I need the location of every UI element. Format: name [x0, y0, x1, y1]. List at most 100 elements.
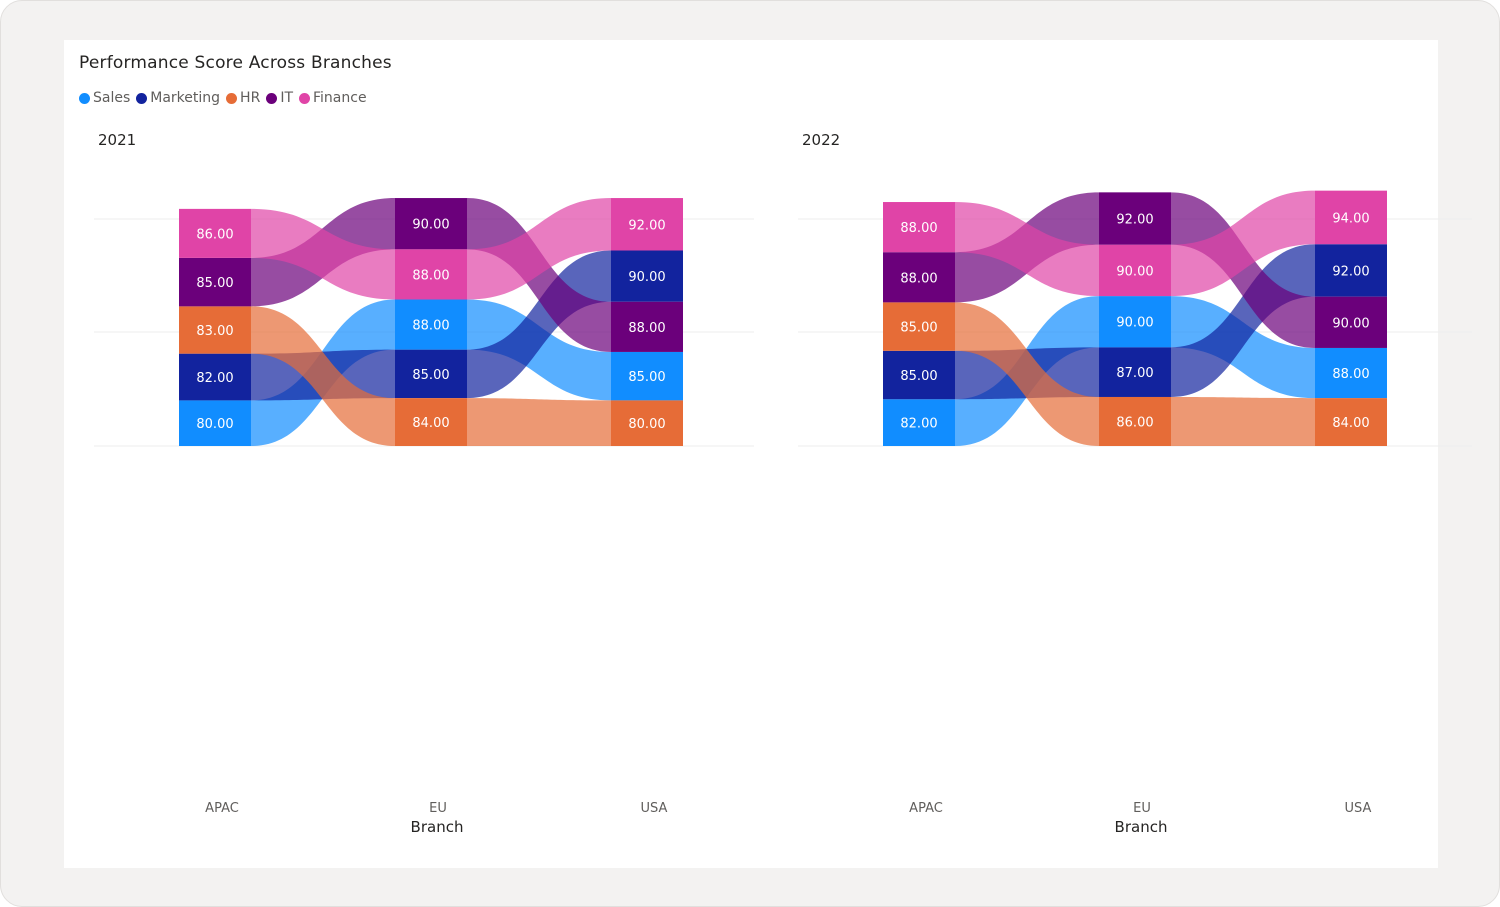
- bar-segment-sales[interactable]: [883, 399, 955, 446]
- legend-item-marketing[interactable]: Marketing: [136, 90, 220, 106]
- data-label: 83.00: [196, 324, 233, 339]
- ribbon-sales[interactable]: [1171, 296, 1315, 399]
- data-label: 94.00: [1332, 211, 1369, 226]
- x-axis-title: Branch: [1114, 818, 1168, 836]
- bar-segment-hr[interactable]: [179, 306, 251, 354]
- data-label: 87.00: [1116, 366, 1153, 381]
- bar-segment-it[interactable]: [1099, 192, 1171, 245]
- ribbon-hr[interactable]: [251, 306, 395, 446]
- x-tick-label: APAC: [205, 801, 239, 816]
- bar-segment-finance[interactable]: [1315, 190, 1387, 245]
- x-tick-label: USA: [1345, 801, 1372, 816]
- bar-segment-it[interactable]: [611, 301, 683, 352]
- data-label: 88.00: [900, 271, 937, 286]
- visual-card[interactable]: Performance Score Across Branches Sales M…: [64, 40, 1472, 868]
- ribbon-marketing[interactable]: [1171, 244, 1315, 397]
- ribbons: [251, 198, 611, 446]
- bar-segment-hr[interactable]: [883, 302, 955, 351]
- data-label: 85.00: [196, 276, 233, 291]
- bar-segment-finance[interactable]: [179, 208, 251, 258]
- legend-item-finance[interactable]: Finance: [299, 90, 367, 106]
- bar-segment-sales[interactable]: [1099, 296, 1171, 348]
- bar-segment-sales[interactable]: [179, 400, 251, 446]
- data-label: 92.00: [1332, 264, 1369, 279]
- data-label: 85.00: [900, 321, 937, 336]
- ribbon-hr[interactable]: [955, 302, 1099, 446]
- bar-segment-sales[interactable]: [395, 299, 467, 350]
- ribbon-marketing[interactable]: [467, 250, 611, 399]
- data-label: 80.00: [196, 417, 233, 432]
- bar-segment-marketing[interactable]: [611, 250, 683, 302]
- legend-label: HR: [240, 90, 261, 106]
- data-label: 90.00: [628, 270, 665, 285]
- legend-item-hr[interactable]: HR: [226, 90, 260, 106]
- legend-marker: [266, 92, 278, 104]
- legend-marker: [136, 92, 148, 104]
- data-label: 84.00: [412, 416, 449, 431]
- bar-segment-marketing[interactable]: [1099, 347, 1171, 397]
- ribbon-finance[interactable]: [251, 208, 395, 300]
- data-label: 88.00: [412, 268, 449, 283]
- bar-segment-it[interactable]: [883, 252, 955, 303]
- legend-marker: [226, 92, 238, 104]
- bar-segment-marketing[interactable]: [883, 350, 955, 400]
- bar-segment-sales[interactable]: [611, 351, 683, 401]
- data-label: 85.00: [628, 370, 665, 385]
- ribbon-hr[interactable]: [1171, 396, 1315, 446]
- data-label: 85.00: [412, 368, 449, 383]
- ribbon-finance[interactable]: [467, 198, 611, 300]
- data-label: 90.00: [412, 218, 449, 233]
- ribbon-sales[interactable]: [467, 299, 611, 401]
- legend-item-sales[interactable]: Sales: [79, 90, 130, 106]
- x-axis-title: Branch: [410, 818, 464, 836]
- bars: 80.00 88.00 85.00 82.00 85.00 90.00 83.00 84.00…: [179, 198, 683, 446]
- ribbons: [955, 190, 1315, 446]
- data-label: 82.00: [196, 371, 233, 386]
- bar-segment-hr[interactable]: [1099, 396, 1171, 446]
- bar-segment-finance[interactable]: [883, 202, 955, 253]
- data-label: 88.00: [1332, 367, 1369, 382]
- chart-title: Performance Score Across Branches: [79, 53, 392, 73]
- bars: 82.00 90.00 88.00 85.00 87.00 92.00 85.00 86.00…: [883, 190, 1387, 446]
- bar-segment-it[interactable]: [1315, 296, 1387, 348]
- legend-marker: [79, 92, 90, 104]
- x-tick-label: USA: [641, 801, 668, 816]
- data-label: 92.00: [1116, 213, 1153, 228]
- legend-item-it[interactable]: IT: [266, 90, 293, 106]
- panel-title: 2021: [98, 131, 137, 149]
- data-label: 88.00: [628, 321, 665, 336]
- data-label: 92.00: [628, 218, 665, 233]
- data-label: 86.00: [1116, 415, 1153, 430]
- bar-segment-finance[interactable]: [395, 249, 467, 300]
- bar-segment-it[interactable]: [179, 257, 251, 307]
- bar-segment-marketing[interactable]: [1315, 244, 1387, 297]
- bar-segment-marketing[interactable]: [179, 353, 251, 401]
- bar-segment-hr[interactable]: [395, 398, 467, 446]
- bar-segment-hr[interactable]: [611, 400, 683, 446]
- data-label: 85.00: [900, 369, 937, 384]
- panel-title: 2022: [802, 131, 841, 149]
- data-label: 88.00: [900, 221, 937, 236]
- bar-segment-finance[interactable]: [1099, 244, 1171, 297]
- bar-segment-hr[interactable]: [1315, 398, 1387, 446]
- ribbon-hr[interactable]: [467, 398, 611, 446]
- bar-segment-sales[interactable]: [1315, 347, 1387, 399]
- bar-segment-marketing[interactable]: [395, 349, 467, 399]
- legend-label: Finance: [313, 90, 367, 106]
- bar-segment-finance[interactable]: [611, 198, 683, 251]
- bar-segment-it[interactable]: [395, 198, 467, 250]
- ribbon-plot-2022: 82.00 90.00 88.00 85.00 87.00 92.00 85.00 86.00…: [798, 190, 1472, 816]
- chart-panel-2021: 2021 80.00 88.00 85.00 82.00 85.00 90.00 83.00…: [64, 40, 754, 868]
- legend: Sales Marketing HR IT Finance: [79, 90, 373, 106]
- data-label: 90.00: [1332, 316, 1369, 331]
- legend-label: Marketing: [150, 90, 221, 106]
- ribbon-finance[interactable]: [1171, 190, 1315, 297]
- ribbon-finance[interactable]: [955, 202, 1099, 297]
- data-label: 88.00: [412, 319, 449, 334]
- x-tick-label: APAC: [909, 801, 943, 816]
- data-label: 82.00: [900, 417, 937, 432]
- data-label: 90.00: [1116, 316, 1153, 331]
- data-label: 90.00: [1116, 264, 1153, 279]
- legend-label: Sales: [93, 90, 131, 106]
